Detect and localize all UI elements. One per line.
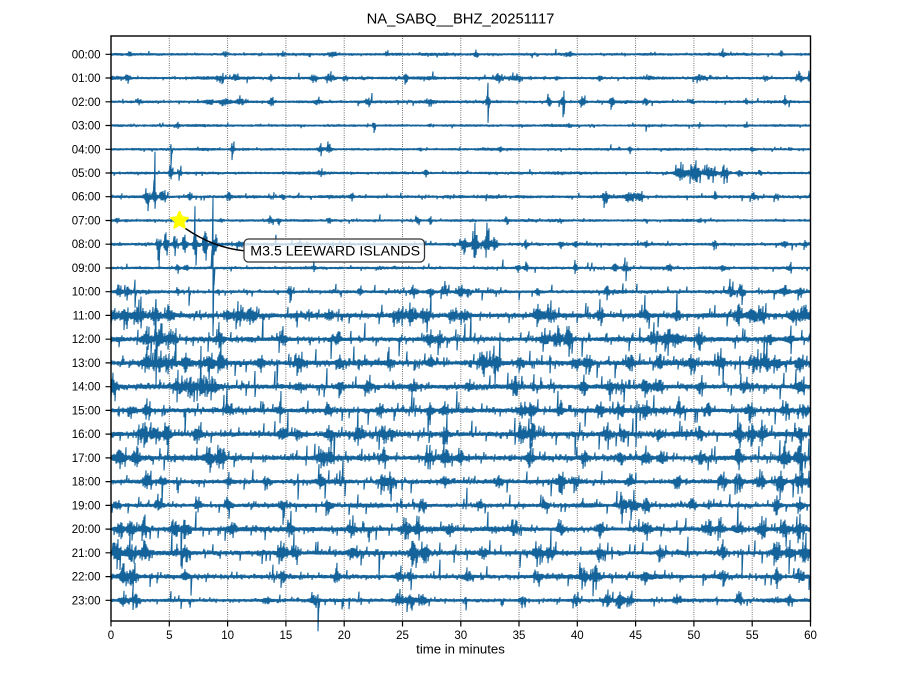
svg-text:22:00: 22:00 [72,572,101,584]
svg-text:0: 0 [108,630,114,642]
svg-text:20: 20 [338,630,351,642]
svg-text:10:00: 10:00 [72,287,101,299]
svg-text:09:00: 09:00 [72,263,101,275]
svg-text:M3.5 LEEWARD ISLANDS: M3.5 LEEWARD ISLANDS [250,244,420,260]
svg-text:11:00: 11:00 [73,310,101,322]
svg-text:06:00: 06:00 [72,192,101,204]
svg-text:08:00: 08:00 [72,239,101,251]
svg-text:05:00: 05:00 [72,168,101,180]
svg-text:17:00: 17:00 [72,453,101,465]
svg-text:00:00: 00:00 [72,49,101,61]
svg-text:16:00: 16:00 [72,429,101,441]
svg-text:10: 10 [221,630,234,642]
svg-text:55: 55 [746,630,759,642]
svg-text:25: 25 [396,630,409,642]
svg-text:12:00: 12:00 [72,334,101,346]
svg-text:50: 50 [688,630,701,642]
svg-text:20:00: 20:00 [72,524,101,536]
svg-text:30: 30 [454,630,467,642]
svg-text:60: 60 [804,630,817,642]
svg-text:02:00: 02:00 [72,97,101,109]
svg-text:07:00: 07:00 [72,216,101,228]
svg-text:15:00: 15:00 [72,405,101,417]
svg-text:23:00: 23:00 [72,595,101,607]
svg-text:NA_SABQ__BHZ_20251117: NA_SABQ__BHZ_20251117 [367,12,555,28]
svg-text:19:00: 19:00 [72,500,101,512]
svg-text:03:00: 03:00 [72,121,101,133]
svg-text:04:00: 04:00 [72,144,101,156]
svg-text:14:00: 14:00 [72,382,101,394]
svg-text:40: 40 [571,630,584,642]
svg-text:13:00: 13:00 [72,358,101,370]
svg-text:time in minutes: time in minutes [416,642,505,657]
svg-text:5: 5 [166,630,172,642]
svg-text:15: 15 [280,630,293,642]
svg-text:18:00: 18:00 [72,477,101,489]
svg-text:01:00: 01:00 [72,73,101,85]
svg-text:35: 35 [513,630,526,642]
svg-text:45: 45 [629,630,642,642]
svg-text:21:00: 21:00 [72,548,101,560]
